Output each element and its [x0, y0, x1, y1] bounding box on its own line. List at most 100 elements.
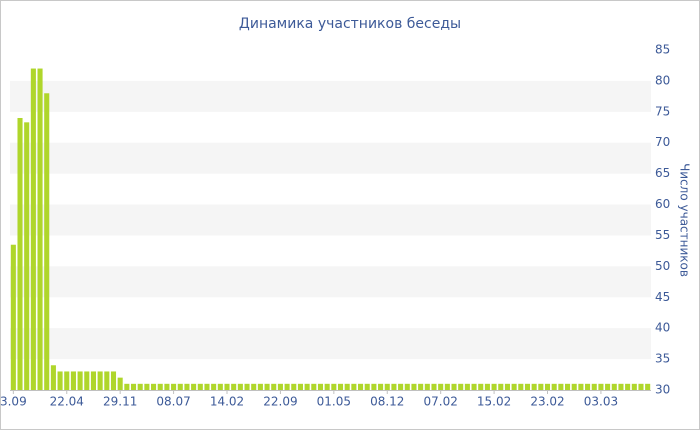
bar	[404, 383, 410, 390]
bar	[284, 383, 290, 390]
y-tick-label: 45	[655, 290, 670, 304]
bar	[97, 371, 103, 390]
bar	[84, 371, 90, 390]
bar	[438, 383, 444, 390]
grid-band	[10, 142, 651, 174]
bar	[378, 383, 384, 390]
bar	[144, 383, 150, 390]
bar	[631, 383, 637, 390]
bar	[384, 383, 390, 390]
grid-band	[10, 266, 651, 298]
bar	[244, 383, 250, 390]
bar	[371, 383, 377, 390]
bar	[124, 383, 130, 390]
bar	[398, 383, 404, 390]
bar	[90, 371, 97, 390]
bar	[645, 383, 651, 390]
bar	[291, 383, 297, 390]
bar	[17, 118, 23, 390]
bar	[618, 383, 624, 390]
bar	[251, 383, 257, 390]
bar	[578, 383, 584, 390]
grid-band	[10, 328, 651, 360]
bar	[197, 383, 203, 390]
bar	[611, 383, 617, 390]
bar	[224, 383, 230, 390]
x-tick-label: 23.02	[530, 395, 564, 409]
bar	[605, 383, 611, 390]
bar	[30, 68, 36, 390]
bar	[130, 383, 137, 390]
bar	[317, 383, 324, 390]
bar	[531, 383, 537, 390]
bar	[264, 383, 270, 390]
bar	[37, 68, 43, 390]
bar	[351, 383, 357, 390]
bar	[591, 383, 597, 390]
x-tick-label: 03.03	[584, 395, 618, 409]
bar	[331, 383, 337, 390]
bar	[491, 383, 497, 390]
y-tick-label: 50	[655, 259, 670, 273]
y-tick-label: 55	[655, 228, 670, 242]
bar	[638, 383, 644, 390]
bar	[64, 371, 70, 390]
x-tick-label: 08.07	[156, 395, 190, 409]
bar	[444, 383, 450, 390]
bar	[524, 383, 531, 390]
bar	[177, 383, 183, 390]
bar	[231, 383, 237, 390]
bar	[237, 383, 243, 390]
bar	[164, 383, 170, 390]
bar	[110, 371, 117, 390]
bar	[471, 383, 477, 390]
bar	[157, 383, 163, 390]
bar	[24, 122, 30, 390]
bar	[171, 383, 177, 390]
y-tick-label: 35	[655, 352, 670, 366]
bar	[311, 383, 317, 390]
bar	[137, 383, 143, 390]
bar	[551, 383, 557, 390]
bar	[464, 383, 470, 390]
y-axis-title: Число участников	[678, 163, 692, 277]
x-tick-label: 15.02	[477, 395, 511, 409]
bar	[217, 383, 223, 390]
bar	[57, 371, 63, 390]
bar	[211, 383, 217, 390]
y-tick-label: 70	[655, 135, 670, 149]
bar	[544, 383, 551, 390]
bar	[364, 383, 370, 390]
y-tick-label: 60	[655, 197, 670, 211]
x-tick-label: 01.05	[317, 395, 351, 409]
bar	[191, 383, 197, 390]
chart-title: Динамика участников беседы	[239, 16, 461, 32]
bar	[324, 383, 330, 390]
bar	[558, 383, 564, 390]
bar	[498, 383, 504, 390]
bar	[564, 383, 571, 390]
bar	[431, 383, 437, 390]
bar	[538, 383, 544, 390]
bar	[77, 371, 83, 390]
x-tick-label: 22.04	[50, 395, 84, 409]
bar	[478, 383, 484, 390]
x-tick-label: 22.09	[263, 395, 297, 409]
bar	[625, 383, 631, 390]
bar	[451, 383, 457, 390]
bar	[585, 383, 591, 390]
bar	[424, 383, 430, 390]
y-tick-label: 65	[655, 166, 670, 180]
bar	[10, 244, 16, 390]
bar	[271, 383, 277, 390]
x-tick-label: 14.02	[210, 395, 244, 409]
y-tick-label: 80	[655, 73, 670, 87]
bar	[458, 383, 464, 390]
bar	[504, 383, 510, 390]
bar	[104, 371, 110, 390]
bar	[44, 93, 50, 390]
bar	[598, 383, 604, 390]
grid-band	[10, 204, 651, 236]
bar	[50, 365, 56, 390]
